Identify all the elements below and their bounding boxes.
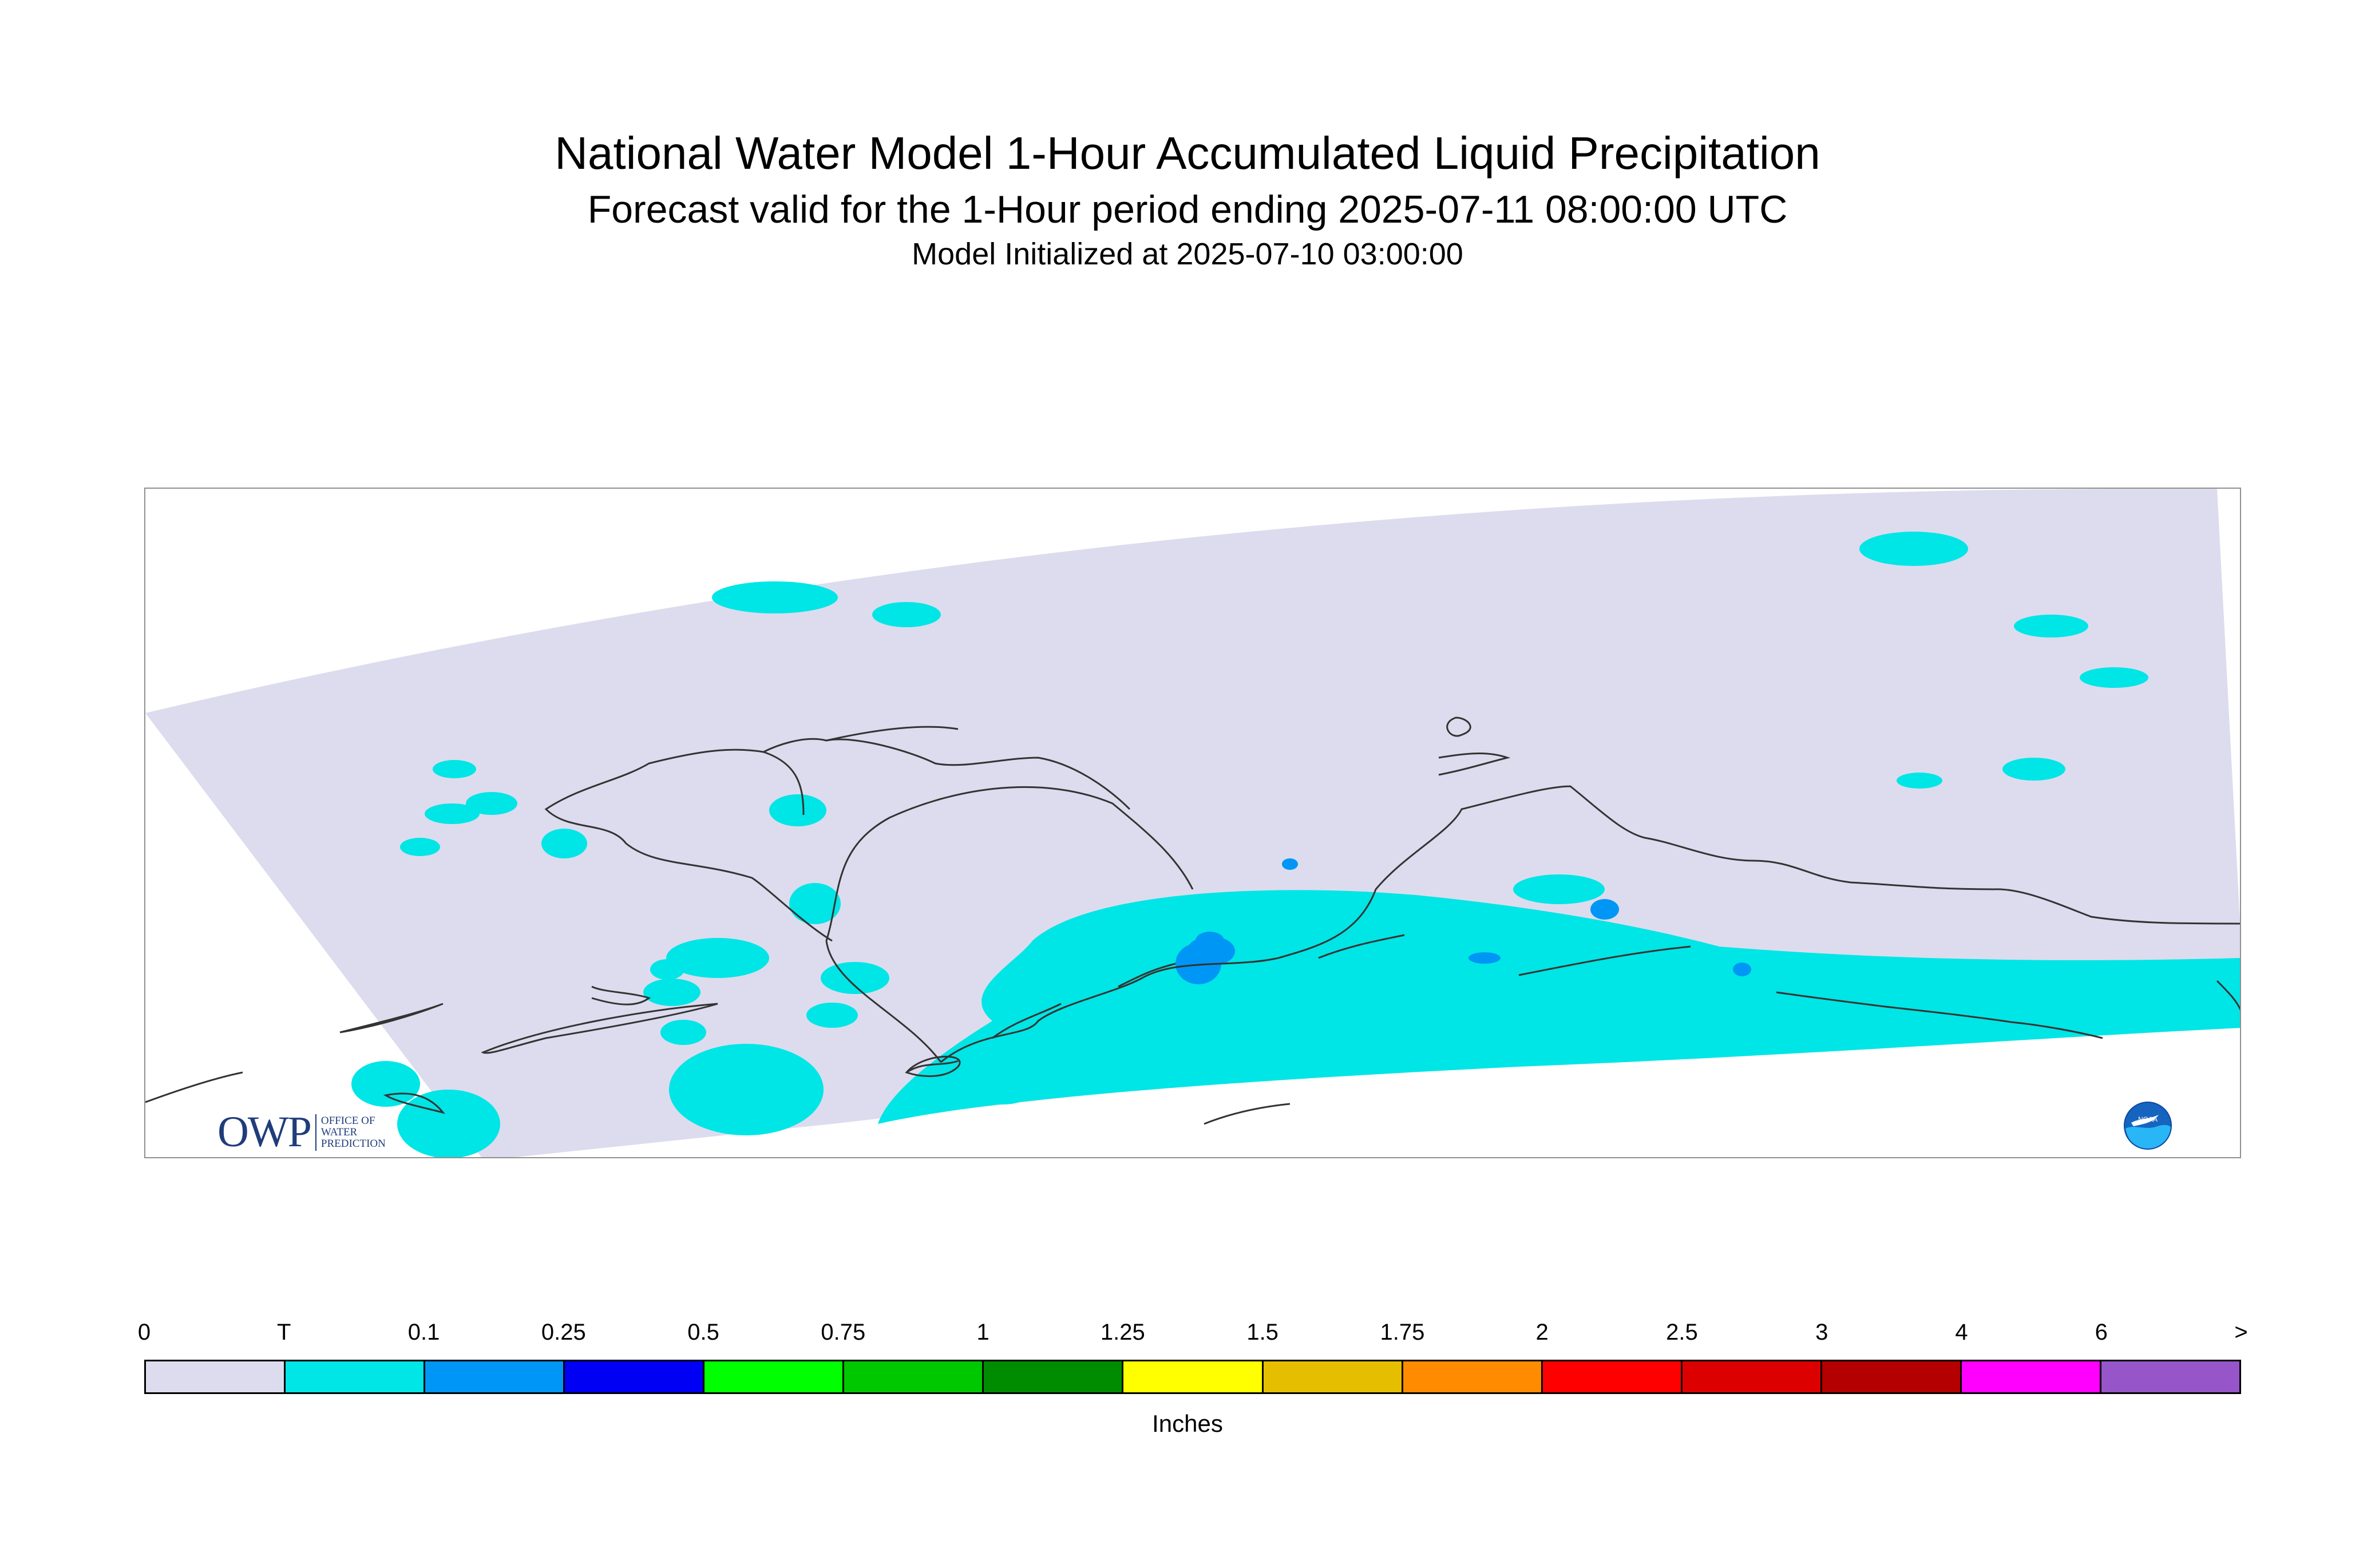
coastline bbox=[145, 716, 2240, 1125]
legend-tick-label: 1.5 bbox=[1246, 1320, 1278, 1345]
legend-tick-label: 4 bbox=[1955, 1320, 1968, 1345]
legend-tick-label: 0.25 bbox=[541, 1320, 586, 1345]
legend-tick-label: 1 bbox=[976, 1320, 989, 1345]
legend-tick-label: 3 bbox=[1815, 1320, 1828, 1345]
legend-units: Inches bbox=[1152, 1410, 1223, 1437]
owp-logo-mark: OWP bbox=[217, 1108, 312, 1156]
legend-tick-label: 0.75 bbox=[821, 1320, 866, 1345]
legend-tick-label: 0.5 bbox=[687, 1320, 719, 1345]
legend-swatch bbox=[1822, 1361, 1962, 1392]
precipitation-map bbox=[144, 488, 2241, 1158]
legend-tick-label: T bbox=[277, 1320, 291, 1345]
legend-swatch bbox=[1682, 1361, 1822, 1392]
legend-tick-label: 2 bbox=[1535, 1320, 1549, 1345]
legend-swatch bbox=[1263, 1361, 1403, 1392]
map-title: National Water Model 1-Hour Accumulated … bbox=[555, 128, 1820, 179]
legend-swatch bbox=[1542, 1361, 1683, 1392]
noaa-logo: NOAA bbox=[2123, 1101, 2172, 1150]
map-canvas bbox=[145, 489, 2240, 1157]
legend-swatch bbox=[844, 1361, 984, 1392]
legend-swatch bbox=[425, 1361, 565, 1392]
legend-swatch bbox=[286, 1361, 426, 1392]
owp-logo-divider bbox=[315, 1114, 316, 1151]
legend-tick-label: 0.1 bbox=[407, 1320, 440, 1345]
light-precip-areas bbox=[1175, 858, 1751, 984]
legend-swatch bbox=[2101, 1361, 2239, 1392]
legend-colorbar bbox=[144, 1360, 2241, 1394]
owp-logo-line: OFFICE OF bbox=[320, 1114, 375, 1127]
model-init-time: Model Initialized at 2025-07-10 03:00:00 bbox=[912, 237, 1463, 271]
map-subtitle: Forecast valid for the 1-Hour period end… bbox=[587, 188, 1788, 231]
legend-tick-label: 1.75 bbox=[1380, 1320, 1425, 1345]
owp-logo-line: PREDICTION bbox=[320, 1137, 386, 1150]
owp-logo-line: WATER bbox=[320, 1126, 358, 1138]
legend-swatch bbox=[984, 1361, 1124, 1392]
legend-tick-label: 2.5 bbox=[1666, 1320, 1698, 1345]
legend-swatch bbox=[1961, 1361, 2101, 1392]
legend-swatch bbox=[1403, 1361, 1543, 1392]
legend-swatch bbox=[1123, 1361, 1264, 1392]
noaa-logo-icon: NOAA bbox=[2124, 1102, 2172, 1150]
legend-tick-label: 0 bbox=[137, 1320, 151, 1345]
owp-logo: OWP OFFICE OF WATER PREDICTION bbox=[217, 1107, 386, 1157]
legend-swatch bbox=[704, 1361, 845, 1392]
noaa-logo-text: NOAA bbox=[2138, 1115, 2158, 1123]
legend-tick-label: > bbox=[2234, 1320, 2248, 1345]
legend-tick-label: 1.25 bbox=[1100, 1320, 1145, 1345]
legend-swatch bbox=[146, 1361, 286, 1392]
legend-tick-label: 6 bbox=[2095, 1320, 2108, 1345]
legend-swatch bbox=[565, 1361, 705, 1392]
owp-logo-text: OFFICE OF WATER PREDICTION bbox=[321, 1115, 386, 1150]
